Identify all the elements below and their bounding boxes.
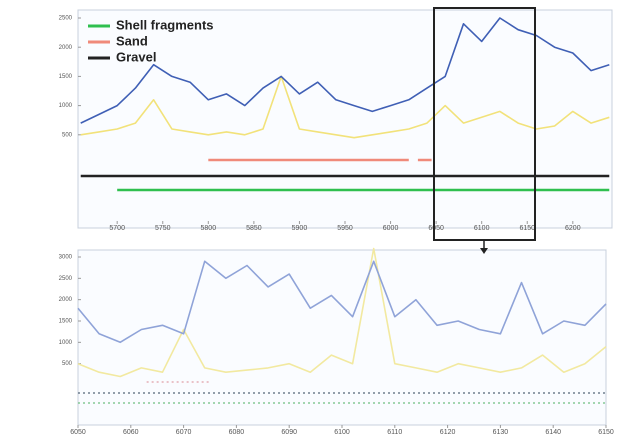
x-tick-label: 6150 xyxy=(519,225,535,232)
y-tick-label: 1000 xyxy=(59,103,73,109)
arrow-head xyxy=(480,248,488,254)
bottom-panel xyxy=(77,249,607,426)
x-tick-label: 6100 xyxy=(474,225,490,232)
legend-label: Sand xyxy=(116,33,148,48)
series-line xyxy=(80,17,610,124)
y-tick-label: 2000 xyxy=(59,45,73,51)
x-tick-label: 6130 xyxy=(493,429,509,436)
x-tick-label: 5800 xyxy=(201,225,217,232)
y-tick-label: 1500 xyxy=(59,74,73,80)
x-tick-label: 6110 xyxy=(387,429,402,436)
x-tick-label: 6120 xyxy=(440,429,456,436)
x-tick-label: 5850 xyxy=(246,225,262,232)
series-line xyxy=(80,75,610,139)
y-tick-label: 2500 xyxy=(59,16,73,22)
legend-label: Gravel xyxy=(116,49,156,64)
x-tick-label: 6060 xyxy=(123,429,139,436)
x-tick-label: 5900 xyxy=(292,225,308,232)
x-tick-label: 6100 xyxy=(334,429,350,436)
y-tick-label: 500 xyxy=(62,132,73,138)
y-tick-label: 1500 xyxy=(59,319,73,325)
x-tick-label: 6070 xyxy=(176,429,192,436)
top-panel xyxy=(77,9,613,229)
legend-label: Shell fragments xyxy=(116,17,214,32)
series-line xyxy=(77,247,607,378)
y-tick-label: 2000 xyxy=(59,297,73,303)
series-line xyxy=(77,260,607,344)
x-tick-label: 5950 xyxy=(337,225,353,232)
x-tick-label: 6090 xyxy=(281,429,297,436)
x-tick-label: 6150 xyxy=(598,429,614,436)
x-tick-label: 6140 xyxy=(545,429,561,436)
y-tick-label: 3000 xyxy=(59,255,73,261)
x-tick-label: 6000 xyxy=(383,225,399,232)
y-tick-label: 500 xyxy=(62,361,73,367)
x-tick-label: 6080 xyxy=(229,429,245,436)
x-tick-label: 6200 xyxy=(565,225,581,232)
x-tick-label: 5700 xyxy=(109,225,125,232)
x-tick-label: 6050 xyxy=(428,225,444,232)
y-tick-label: 1000 xyxy=(59,340,73,346)
x-tick-label: 5750 xyxy=(155,225,171,232)
x-tick-label: 6050 xyxy=(70,429,86,436)
y-tick-label: 2500 xyxy=(59,276,73,282)
